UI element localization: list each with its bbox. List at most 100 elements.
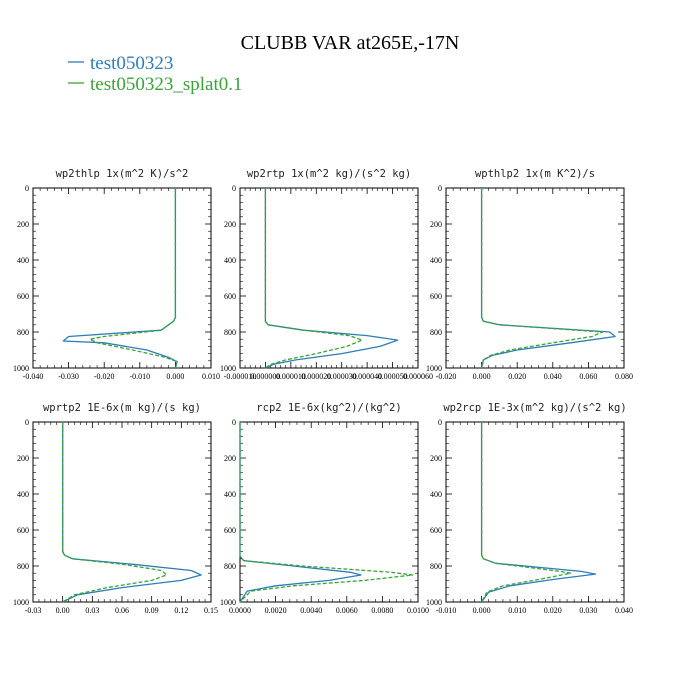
legend: test050323 test050323_splat0.1 <box>68 53 243 95</box>
y-tick-label: 1000 <box>13 598 29 607</box>
y-tick-label: 0 <box>25 418 29 427</box>
x-tick-label: 0.0100 <box>407 606 429 615</box>
x-tick-label: 0.0060 <box>336 606 358 615</box>
x-tick-label: -0.000010 <box>224 372 257 381</box>
x-tick-label: 0.000 <box>166 372 184 381</box>
x-tick-label: 0.09 <box>145 606 159 615</box>
y-tick-label: 0 <box>438 184 442 193</box>
series-line-test050323-splat0-1 <box>239 422 414 603</box>
series-line-test050323-splat0-1 <box>89 188 178 369</box>
x-tick-label: 0.000000 <box>250 372 280 381</box>
x-tick-label: 0.000060 <box>403 372 433 381</box>
y-tick-label: 1000 <box>426 364 442 373</box>
x-tick-label: 0.15 <box>204 606 218 615</box>
panel-6: wp2rcp 1E-3x(m^2 kg)/(s^2 kg) -0.010 0.000… <box>426 402 633 615</box>
series-line-test050323 <box>62 422 202 603</box>
x-tick-label: 0.000010 <box>276 372 306 381</box>
y-tick-label: 800 <box>430 562 442 571</box>
y-tick-label: 0 <box>232 184 236 193</box>
x-tick-label: 0.040 <box>615 606 633 615</box>
x-tick-label: 0.020 <box>508 372 526 381</box>
x-tick-label: 0.000020 <box>301 372 331 381</box>
x-tick-label: 0.0080 <box>371 606 393 615</box>
x-tick-label: 0.010 <box>508 606 526 615</box>
y-tick-label: 800 <box>17 562 29 571</box>
y-tick-label: 1000 <box>220 364 236 373</box>
y-tick-label: 400 <box>224 490 236 499</box>
panel-1: wp2thlp 1x(m^2 K)/s^2 -0.040 -0.030 -0.020 -… <box>13 168 220 381</box>
panel-title: wpthlp2 1x(m K^2)/s <box>475 168 595 180</box>
panels: wp2thlp 1x(m^2 K)/s^2 -0.040 -0.030 -0.020 -… <box>13 168 633 615</box>
y-tick-label: 400 <box>430 490 442 499</box>
plot-frame <box>32 187 212 369</box>
panel-title: wp2rtp 1x(m^2 kg)/(s^2 kg) <box>247 168 411 180</box>
y-tick-label: 200 <box>17 220 29 229</box>
series-line-test050323-splat0-1 <box>480 188 604 369</box>
plot-frame <box>239 421 419 603</box>
y-tick-label: 800 <box>430 328 442 337</box>
x-tick-label: -0.030 <box>58 372 79 381</box>
series-line-test050323 <box>62 188 178 369</box>
panel-title: rcp2 1E-6x(kg^2)/(kg^2) <box>256 402 401 414</box>
x-tick-label: 0.010 <box>202 372 220 381</box>
panel-5: rcp2 1E-6x(kg^2)/(kg^2) 0.0000 0.0020 0.004… <box>220 402 429 615</box>
y-tick-label: 200 <box>224 454 236 463</box>
series-line-test050323-splat0-1 <box>264 188 363 369</box>
legend-label-2: test050323_splat0.1 <box>90 74 243 95</box>
x-tick-label: 0.000 <box>473 372 491 381</box>
x-tick-label: 0.03 <box>85 606 99 615</box>
x-tick-label: 0.000 <box>473 606 491 615</box>
y-tick-label: 400 <box>17 256 29 265</box>
y-tick-label: 0 <box>25 184 29 193</box>
y-tick-label: 0 <box>232 418 236 427</box>
series-line-test050323 <box>264 188 399 369</box>
y-tick-label: 600 <box>224 526 236 535</box>
legend-label-1: test050323 <box>90 53 173 74</box>
x-tick-label: -0.010 <box>436 606 457 615</box>
y-tick-label: 600 <box>224 292 236 301</box>
y-tick-label: 200 <box>430 454 442 463</box>
y-tick-label: 600 <box>17 292 29 301</box>
figure-title: CLUBB VAR at265E,-17N <box>241 32 460 54</box>
plot-frame <box>445 421 625 603</box>
x-tick-label: -0.010 <box>129 372 150 381</box>
y-tick-label: 800 <box>17 328 29 337</box>
x-tick-label: 0.000040 <box>352 372 382 381</box>
plot-frame <box>239 187 419 369</box>
y-tick-label: 1000 <box>220 598 236 607</box>
x-tick-label: 0.06 <box>115 606 129 615</box>
y-tick-label: 400 <box>17 490 29 499</box>
y-tick-label: 400 <box>430 256 442 265</box>
series-line-test050323-splat0-1 <box>480 422 572 603</box>
x-tick-label: 0.0020 <box>265 606 287 615</box>
series-line-test050323-splat0-1 <box>62 422 168 603</box>
y-tick-label: 1000 <box>426 598 442 607</box>
plot-frame <box>32 421 212 603</box>
panel-title: wp2thlp 1x(m^2 K)/s^2 <box>56 168 189 180</box>
panel-title: wprtp2 1E-6x(m kg)/(s kg) <box>43 402 201 414</box>
y-tick-label: 0 <box>438 418 442 427</box>
y-tick-label: 200 <box>17 454 29 463</box>
y-tick-label: 600 <box>430 292 442 301</box>
series-line-test050323 <box>239 422 362 603</box>
x-tick-label: 0.060 <box>579 372 597 381</box>
x-tick-label: 0.020 <box>544 606 562 615</box>
x-tick-label: -0.020 <box>436 372 457 381</box>
y-tick-label: 200 <box>224 220 236 229</box>
y-tick-label: 400 <box>224 256 236 265</box>
plot-frame <box>445 187 625 369</box>
x-tick-label: 0.040 <box>544 372 562 381</box>
x-tick-label: -0.040 <box>23 372 44 381</box>
y-tick-label: 800 <box>224 328 236 337</box>
y-tick-label: 1000 <box>13 364 29 373</box>
x-tick-label: 0.080 <box>615 372 633 381</box>
x-tick-label: -0.020 <box>94 372 115 381</box>
x-tick-label: 0.0000 <box>229 606 251 615</box>
x-tick-label: 0.00 <box>56 606 70 615</box>
x-tick-label: 0.030 <box>579 606 597 615</box>
panel-2: wp2rtp 1x(m^2 kg)/(s^2 kg)-0.0000100.000… <box>220 168 433 381</box>
panel-3: wpthlp2 1x(m K^2)/s -0.020 0.000 0.020 0.040… <box>426 168 633 381</box>
series-line-test050323 <box>480 422 597 603</box>
series-line-test050323 <box>480 188 616 369</box>
